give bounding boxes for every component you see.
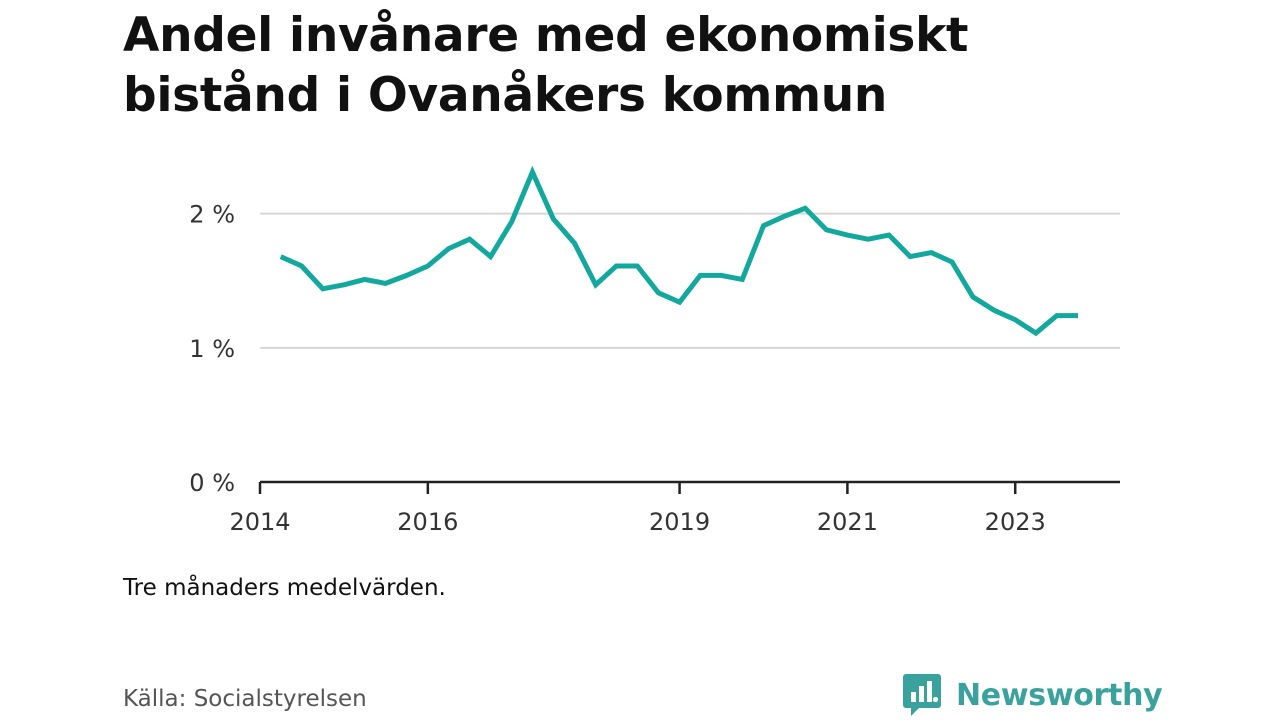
x-tick-label: 2021 xyxy=(817,508,878,536)
bar-chart-speech-bubble-icon xyxy=(903,674,941,716)
chart-note: Tre månaders medelvärden. xyxy=(123,575,446,601)
gridlines xyxy=(260,212,1120,349)
brand-name: Newsworthy xyxy=(956,677,1163,713)
chart-title: Andel invånare med ekonomiskt bistånd i … xyxy=(123,8,969,123)
x-tick-label: 2019 xyxy=(649,508,710,536)
brand-logo: Newsworthy xyxy=(902,670,1163,720)
y-tick-label: 2 % xyxy=(189,201,235,229)
x-tick-label: 2023 xyxy=(985,508,1046,536)
series-group xyxy=(279,165,1078,337)
x-tick-label: 2014 xyxy=(229,508,290,536)
source-text: Källa: Socialstyrelsen xyxy=(123,686,367,712)
line-chart: 0 % 1 % 2 % 2014 2016 2019 2021 2023 xyxy=(189,165,1120,536)
x-tick-label: 2016 xyxy=(397,508,458,536)
y-tick-label: 0 % xyxy=(189,469,235,497)
y-tick-label: 1 % xyxy=(189,335,235,363)
x-axis: 2014 2016 2019 2021 2023 xyxy=(229,480,1120,536)
series-line xyxy=(279,165,1078,337)
y-axis-ticks: 0 % 1 % 2 % xyxy=(189,201,235,497)
